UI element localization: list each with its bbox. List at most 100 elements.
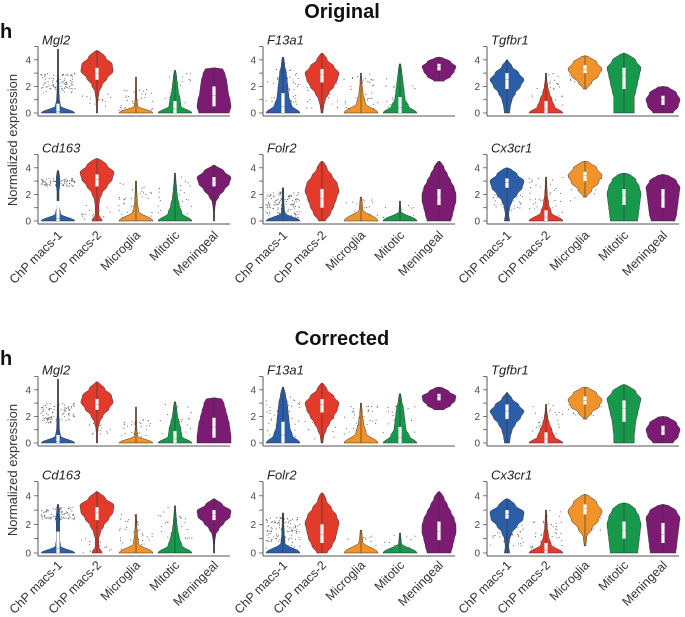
data-point (179, 516, 182, 518)
data-point (92, 433, 94, 435)
data-point (74, 181, 76, 183)
data-point (120, 537, 122, 539)
data-point (66, 181, 68, 183)
data-point (532, 430, 534, 432)
data-point (179, 515, 181, 517)
data-point (377, 405, 379, 407)
data-point (387, 423, 389, 425)
data-point (531, 545, 533, 547)
data-point (51, 517, 53, 519)
data-point (141, 190, 143, 192)
data-point (45, 407, 47, 409)
data-point (71, 83, 73, 85)
data-point (289, 69, 291, 72)
data-point (106, 207, 108, 209)
data-point (99, 433, 101, 435)
data-point (290, 100, 293, 102)
data-point (69, 182, 71, 184)
data-point (71, 74, 73, 76)
y-tick-label: 0 (25, 217, 31, 228)
data-point (592, 414, 594, 416)
y-tick-label: 4 (474, 55, 480, 66)
data-point (145, 193, 147, 195)
data-point (534, 198, 537, 200)
data-point (365, 538, 367, 540)
section-title: Original (304, 1, 380, 23)
data-point (67, 513, 69, 515)
data-point (63, 409, 65, 411)
data-point (89, 550, 92, 552)
violin-mitotic (606, 502, 642, 554)
data-point (554, 79, 556, 81)
data-point (71, 76, 73, 78)
data-point (352, 76, 354, 79)
data-point (297, 216, 299, 218)
data-point (139, 193, 141, 195)
data-point (600, 406, 602, 408)
data-point (109, 429, 111, 431)
data-point (66, 84, 68, 86)
data-point (66, 183, 68, 185)
data-point (555, 522, 557, 525)
data-point (108, 549, 111, 552)
data-point (570, 200, 572, 202)
data-point (43, 92, 45, 94)
data-point (186, 72, 188, 75)
violin-microglia (567, 494, 603, 547)
violin-chp-macs-1 (265, 512, 301, 554)
data-point (347, 538, 349, 540)
data-point (274, 521, 276, 523)
data-point (269, 204, 271, 206)
y-tick-label: 4 (474, 163, 480, 174)
data-point (65, 178, 67, 180)
data-point (66, 179, 68, 181)
data-point (285, 203, 287, 205)
data-point (296, 85, 298, 87)
data-point (377, 102, 379, 104)
data-point (43, 410, 45, 412)
data-point (280, 193, 282, 195)
data-point (164, 522, 167, 524)
y-tick-label: 0 (25, 549, 31, 560)
data-point (41, 518, 43, 520)
box (281, 93, 285, 113)
data-point (314, 438, 316, 440)
data-point (181, 418, 183, 420)
data-point (371, 535, 373, 537)
data-point (549, 81, 551, 83)
data-point (52, 84, 54, 86)
data-point (71, 185, 74, 187)
data-point (60, 518, 62, 521)
data-point (551, 536, 553, 538)
data-point (266, 530, 268, 533)
data-point (189, 185, 191, 187)
data-point (67, 507, 69, 509)
data-point (146, 425, 148, 427)
data-point (187, 182, 189, 184)
data-point (299, 401, 301, 404)
data-point (553, 87, 555, 89)
data-point (275, 528, 277, 530)
data-point (72, 180, 74, 182)
data-point (164, 97, 166, 99)
data-point (279, 524, 281, 526)
data-point (553, 545, 555, 547)
gene-label: Mgl2 (42, 363, 71, 378)
data-point (46, 508, 48, 511)
data-point (367, 97, 369, 99)
data-point (292, 79, 294, 81)
data-point (296, 72, 298, 75)
data-point (118, 209, 120, 211)
y-tick-label: 4 (250, 491, 256, 502)
data-point (64, 408, 66, 410)
violin-microglia (567, 386, 603, 420)
data-point (277, 209, 279, 211)
data-point (100, 427, 102, 429)
data-point (41, 74, 43, 76)
data-point (278, 203, 280, 205)
data-point (364, 207, 366, 209)
data-point (40, 183, 42, 185)
data-point (350, 88, 352, 90)
